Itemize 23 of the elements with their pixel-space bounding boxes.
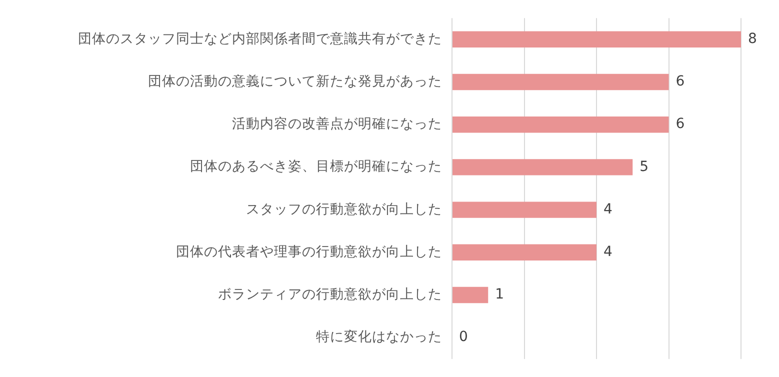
data-label: 4 <box>604 201 612 218</box>
data-label: 0 <box>459 329 468 346</box>
y-tick-label: ボランティアの行動意欲が向上した <box>218 286 442 302</box>
data-label: 1 <box>495 286 504 303</box>
y-tick-label: 活動内容の改善点が明確になった <box>232 115 442 132</box>
bar <box>452 202 596 218</box>
data-label: 5 <box>640 158 649 175</box>
data-label: 4 <box>604 244 612 260</box>
bar <box>452 116 669 133</box>
data-label: 6 <box>676 74 685 90</box>
y-tick-label: 特に変化はなかった <box>316 329 442 346</box>
data-label: 8 <box>748 31 757 48</box>
bar <box>452 244 596 260</box>
y-tick-label: 団体の活動の意義について新たな発見があった <box>148 74 442 90</box>
bar <box>452 31 741 48</box>
y-tick-label: 団体のスタッフ同士など内部関係者間で意識共有ができた <box>78 30 442 47</box>
bar <box>452 286 488 304</box>
y-tick-label: スタッフの行動意欲が向上した <box>246 201 442 218</box>
bar <box>452 159 633 176</box>
data-label: 6 <box>676 116 685 132</box>
y-tick-label: 団体の代表者や理事の行動意欲が向上した <box>176 244 442 260</box>
y-tick-label: 団体のあるべき姿、目標が明確になった <box>190 158 442 175</box>
bar <box>452 74 669 90</box>
